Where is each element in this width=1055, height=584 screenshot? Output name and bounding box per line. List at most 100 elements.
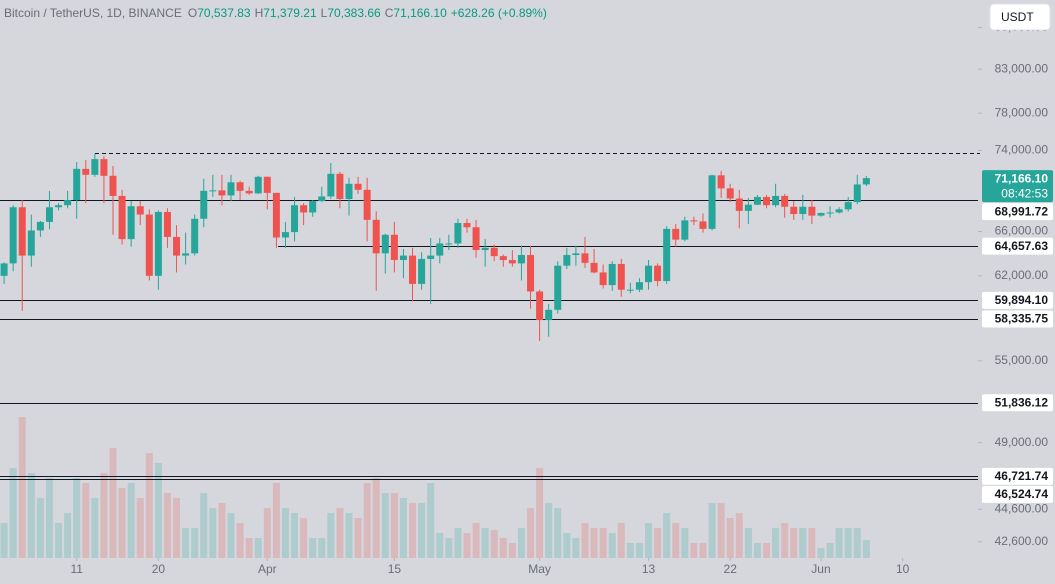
volume-bar <box>572 538 580 558</box>
volume-bar <box>318 538 326 558</box>
y-tick-label: 49,000.00 <box>995 435 1049 449</box>
candle-body <box>390 234 398 261</box>
volume-bar <box>291 513 299 558</box>
volume-bar <box>436 533 444 558</box>
close-key: C <box>385 6 394 20</box>
y-tick-label: 78,000.00 <box>995 105 1049 119</box>
volume-bar <box>18 417 26 558</box>
volume-bar <box>390 493 398 558</box>
volume-bar <box>499 538 507 558</box>
volume-bar <box>699 543 707 558</box>
y-tick-label: 74,000.00 <box>995 143 1049 157</box>
candle-body <box>808 206 816 216</box>
candle-body <box>581 253 589 263</box>
volume-bar <box>418 503 426 558</box>
legend-header: Bitcoin / TetherUS, 1D, BINANCE O70,537.8… <box>4 6 547 20</box>
candle-body <box>436 243 444 256</box>
volume-bar <box>73 478 81 558</box>
candle-body <box>354 183 362 190</box>
volume-bar <box>336 508 344 558</box>
volume-bar <box>145 453 153 558</box>
volume-bar <box>581 523 589 558</box>
candle-body <box>427 255 435 259</box>
level-label: 51,836.12 <box>995 395 1049 409</box>
candle-body <box>418 258 426 284</box>
volume-bar <box>753 543 761 558</box>
candle-body <box>409 255 417 284</box>
candle-body <box>345 183 353 200</box>
candle-body <box>726 188 734 199</box>
candle-body <box>690 220 698 222</box>
candle-body <box>300 205 308 213</box>
high-value: 71,379.21 <box>263 6 317 20</box>
candle-body <box>381 234 389 254</box>
volume-bar <box>154 463 162 558</box>
low-key: L <box>321 6 328 20</box>
candle-body <box>799 206 807 215</box>
candle-body <box>699 221 707 229</box>
volume-bar <box>472 523 480 558</box>
volume-bar <box>763 543 771 558</box>
level-label-box <box>982 291 1053 309</box>
candle-body <box>154 211 162 276</box>
volume-bar <box>100 473 108 558</box>
volume-bar <box>681 528 689 558</box>
candle-body <box>136 206 144 215</box>
candle-body <box>672 228 680 240</box>
volume-bar <box>717 503 725 558</box>
candle-body <box>853 184 861 203</box>
candle-body <box>645 265 653 283</box>
volume-bar <box>118 488 126 558</box>
y-tick-label: 55,000.00 <box>995 353 1049 367</box>
candle-body <box>826 212 834 214</box>
candle-body <box>617 263 625 290</box>
x-tick-label: 11 <box>70 562 83 576</box>
volume-bar <box>64 513 72 558</box>
volume-bar <box>127 483 135 558</box>
candle-body <box>100 159 108 176</box>
volume-bar <box>327 513 335 558</box>
volume-bar <box>744 528 752 558</box>
candle-body <box>191 218 199 254</box>
volume-bar <box>563 533 571 558</box>
volume-bar <box>481 528 489 558</box>
candle-body <box>735 198 743 211</box>
candle-body <box>309 201 317 213</box>
volume-bar <box>36 498 44 558</box>
level-label-box <box>982 467 1053 485</box>
volume-bar <box>163 493 171 558</box>
candle-body <box>635 282 643 290</box>
volume-bar <box>345 513 353 558</box>
candle-body <box>173 236 181 256</box>
volume-bar <box>853 528 861 558</box>
candle-body <box>9 207 17 264</box>
open-value: 70,537.83 <box>197 6 251 20</box>
candle-body <box>781 195 789 207</box>
candle-body <box>82 168 90 175</box>
candle-body <box>527 255 535 292</box>
currency-button <box>989 3 1051 31</box>
candle-body <box>844 202 852 210</box>
candle-body <box>118 195 126 240</box>
candle-body <box>109 175 117 196</box>
volume-bar <box>227 513 235 558</box>
volume-bar <box>799 528 807 558</box>
volume-bar <box>862 540 870 558</box>
volume-bar <box>726 518 734 558</box>
volume-bar <box>173 498 181 558</box>
candle-body <box>681 220 689 240</box>
candle-body <box>45 207 53 222</box>
level-label-box <box>982 310 1053 328</box>
volume-bar <box>663 513 671 558</box>
low-value: 70,383.66 <box>327 6 381 20</box>
level-label: 58,335.75 <box>995 312 1049 326</box>
x-tick-label: 10 <box>896 562 910 576</box>
volume-bar <box>517 528 525 558</box>
volume-bar <box>808 528 816 558</box>
candle-body <box>18 207 26 256</box>
candle-body <box>508 260 516 264</box>
candle-body <box>64 200 72 206</box>
candle-body <box>835 209 843 213</box>
volume-bar <box>45 478 53 558</box>
